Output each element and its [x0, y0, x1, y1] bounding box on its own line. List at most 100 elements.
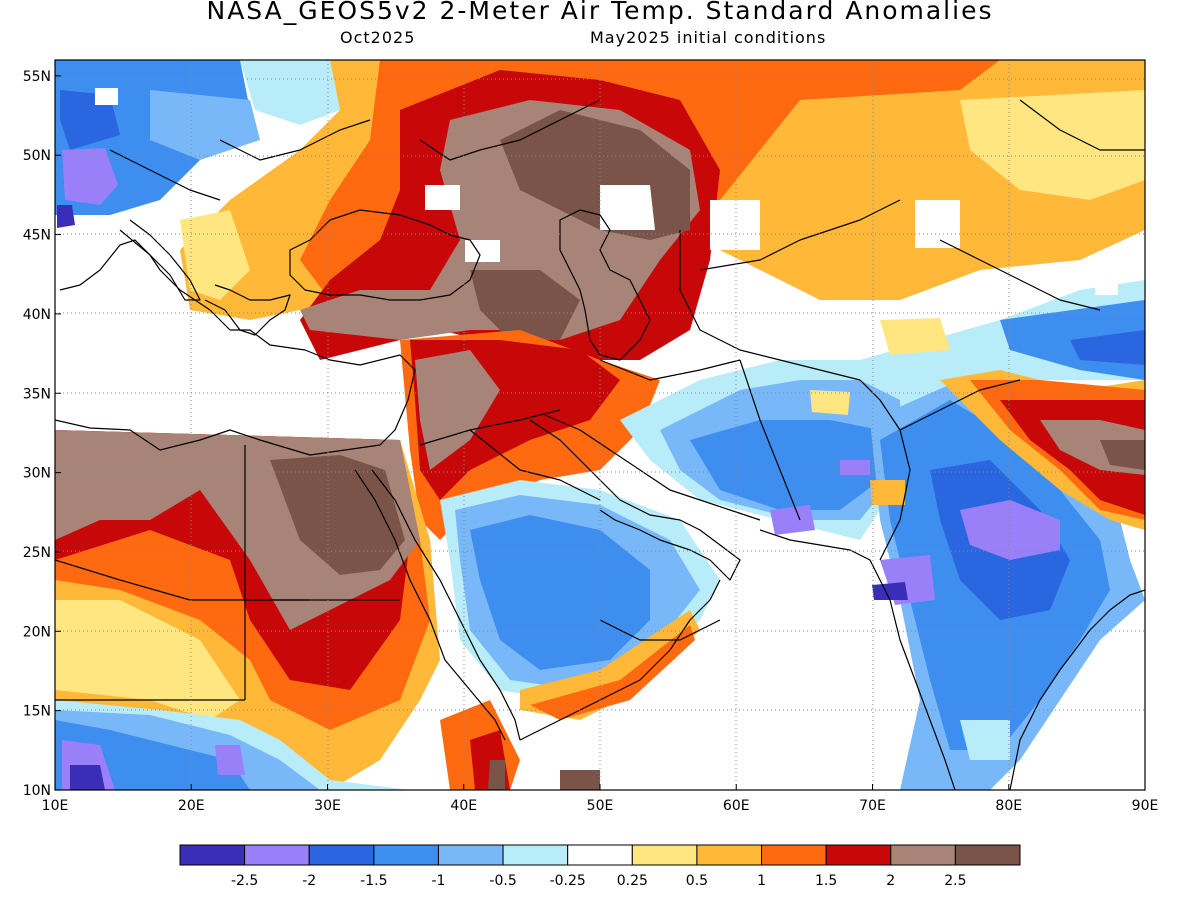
border: [55, 559, 400, 601]
anomaly-region: [1070, 330, 1145, 365]
coastlines-borders: [55, 99, 1145, 790]
colorbar-label: 1.5: [815, 873, 837, 889]
colorbar-label: 0.25: [617, 873, 648, 889]
india-west-coast: [889, 599, 956, 790]
initial-conditions: May2025 initial conditions: [590, 28, 827, 47]
anomaly-region: [57, 205, 75, 228]
black-sea-coast: [289, 209, 481, 301]
colorbar-swatch: [890, 844, 956, 866]
colorbar-swatch: [244, 844, 310, 866]
anomaly-region: [215, 745, 245, 775]
border: [739, 359, 801, 521]
anomaly-region: [600, 185, 655, 230]
y-tick-label: 15N: [23, 704, 51, 720]
y-tick-label: 10N: [23, 783, 51, 799]
colorbar-swatch: [954, 844, 1021, 866]
gulf-east-coast: [544, 414, 761, 521]
grid-lines: [55, 60, 1145, 790]
x-tick-label: 60E: [723, 798, 750, 814]
colorbar-swatch: [373, 844, 439, 866]
colorbar-swatch: [308, 844, 375, 866]
anomaly-region: [55, 600, 240, 720]
x-tick-label: 80E: [995, 798, 1022, 814]
colorbar-label: -1: [431, 873, 445, 889]
y-tick-label: 25N: [23, 545, 51, 561]
anomaly-region: [560, 770, 600, 790]
border: [469, 429, 601, 501]
anomaly-region: [180, 210, 250, 300]
pakistan-coast: [759, 529, 891, 601]
colorbar-label: 2: [886, 873, 895, 889]
anomaly-region: [150, 90, 260, 160]
colorbar-swatch: [696, 844, 763, 866]
anomaly-region: [270, 455, 405, 575]
anomaly-fill: [55, 60, 1145, 790]
anomaly-region: [810, 390, 850, 415]
y-tick-label: 50N: [23, 148, 51, 164]
anomaly-region: [915, 200, 960, 248]
y-tick-label: 55N: [23, 69, 51, 85]
aegean-coast: [204, 284, 291, 336]
colorbar-swatch: [631, 844, 698, 866]
caspian-coast: [559, 209, 651, 361]
border: [939, 239, 1101, 311]
y-tick-label: 35N: [23, 386, 51, 402]
colorbar-label: -2: [302, 873, 316, 889]
anomaly-region: [872, 582, 908, 600]
anomaly-region: [95, 88, 118, 105]
border: [699, 199, 901, 271]
anomaly-region: [960, 500, 1060, 560]
anomaly-region: [870, 480, 905, 505]
x-tick-label: 40E: [450, 798, 477, 814]
colorbar-label: -1.5: [360, 873, 387, 889]
y-tick-label: 40N: [23, 307, 51, 323]
anomaly-region: [690, 420, 880, 510]
colorbar-label: -0.25: [550, 873, 586, 889]
colorbar-swatch: [179, 844, 246, 866]
x-tick-label: 30E: [314, 798, 341, 814]
colorbar-label: 1: [757, 873, 766, 889]
colorbar-label: -2.5: [231, 873, 258, 889]
colorbar-swatch: [502, 844, 569, 866]
forecast-month: Oct2025: [340, 28, 416, 47]
india-east-coast: [1009, 589, 1145, 790]
arabian-peninsula-coast: [519, 579, 721, 741]
anomaly-region: [710, 200, 760, 250]
anomaly-region: [470, 270, 580, 340]
border: [219, 119, 371, 161]
border: [419, 99, 601, 161]
map-area: [55, 60, 1145, 790]
anomaly-region: [488, 760, 505, 790]
red-sea-coast: [354, 469, 506, 741]
border: [1019, 99, 1145, 151]
anomaly-region: [425, 185, 460, 210]
border: [679, 230, 821, 371]
colorbar-swatch: [567, 844, 633, 866]
anomaly-region: [840, 460, 870, 475]
anomaly-region: [62, 148, 118, 205]
x-tick-label: 90E: [1132, 798, 1159, 814]
y-tick-label: 45N: [23, 228, 51, 244]
adriatic-coast: [119, 219, 201, 301]
colorbar-swatch: [761, 844, 827, 866]
chart-title: NASA_GEOS5v2 2-Meter Air Temp. Standard …: [206, 0, 994, 25]
border: [109, 149, 221, 201]
anomaly-region: [465, 240, 500, 262]
border: [419, 409, 561, 446]
anomaly-region: [960, 90, 1145, 200]
colorbar-label: -0.5: [489, 873, 516, 889]
anomaly-region: [520, 610, 700, 720]
anomaly-region: [880, 318, 950, 355]
border: [899, 379, 1021, 431]
axis-ticks: 10E 20E 30E 40E 50E 60E 70E 80E 90E 55N 50N 45N 40N 3…: [23, 69, 1159, 814]
border: [599, 619, 721, 641]
colorbar-swatch: [437, 844, 504, 866]
x-tick-label: 20E: [178, 798, 205, 814]
x-tick-label: 70E: [859, 798, 886, 814]
colorbar-label: 2.5: [944, 873, 966, 889]
x-tick-label: 50E: [587, 798, 614, 814]
anomaly-region: [240, 60, 340, 125]
anomaly-region: [530, 625, 695, 720]
anomaly-region: [1100, 440, 1145, 470]
red-sea-coast-east: [371, 469, 521, 741]
